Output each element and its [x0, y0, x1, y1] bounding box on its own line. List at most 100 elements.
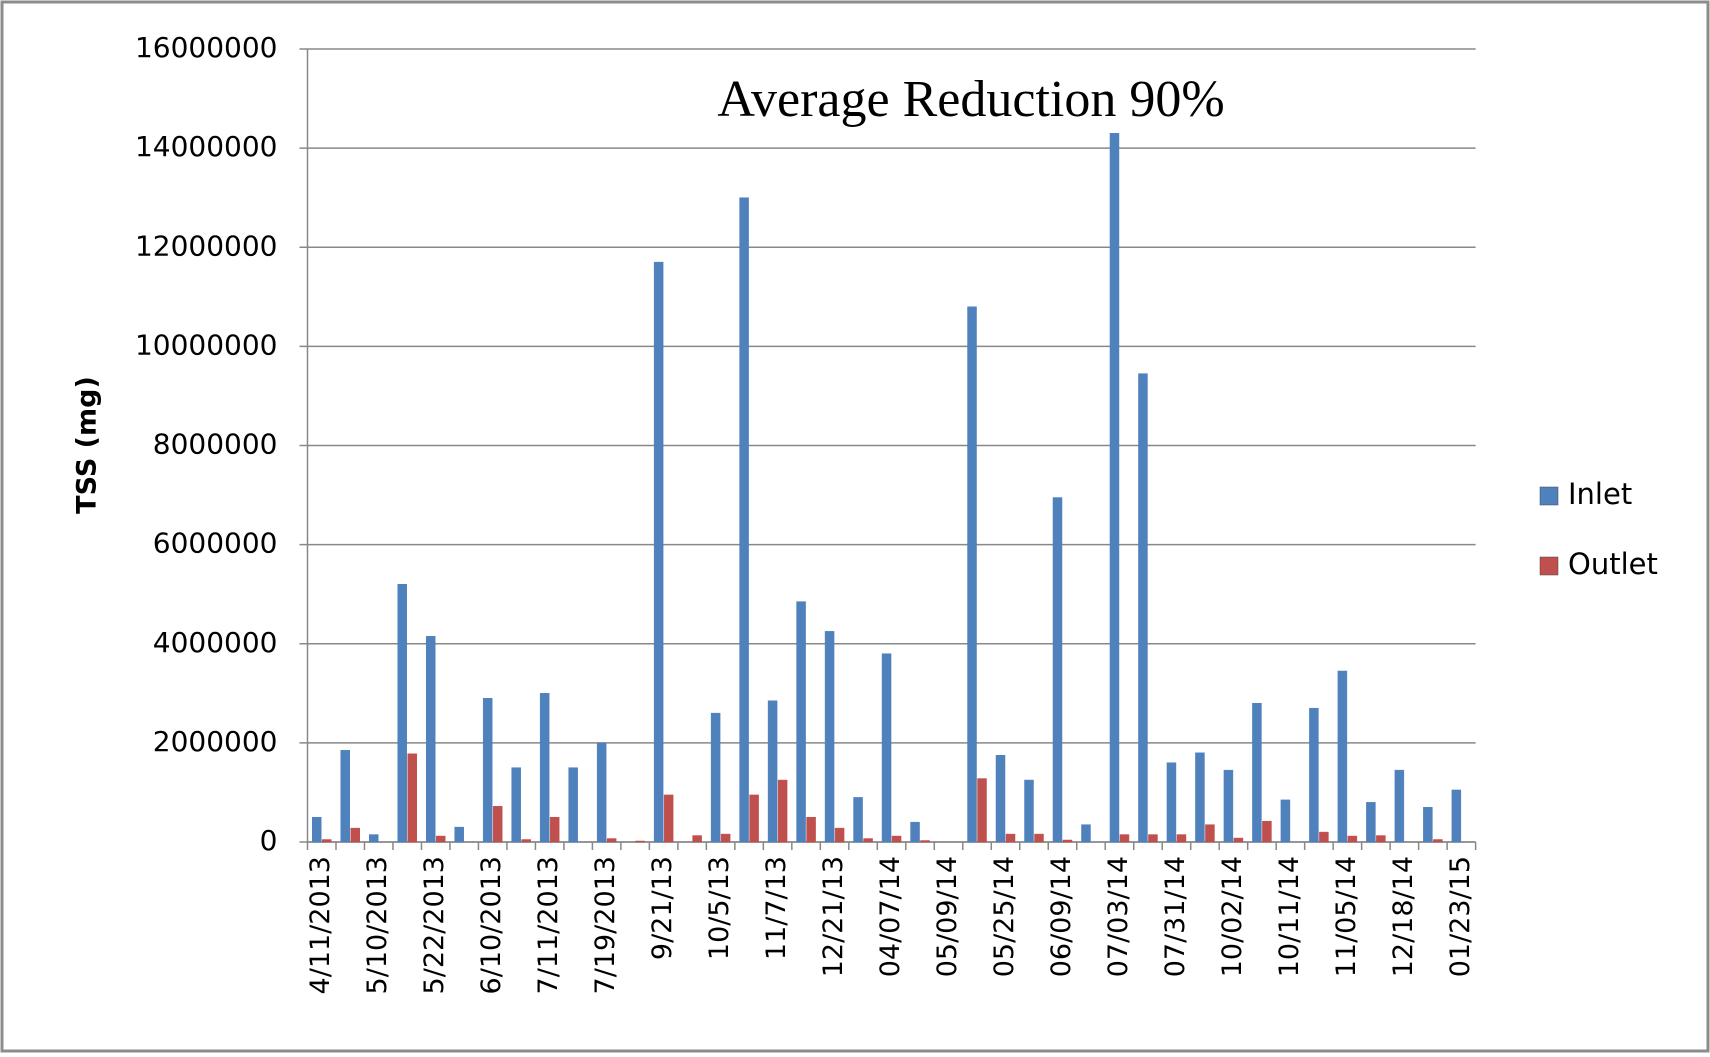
- y-tick-label: 14000000: [135, 130, 278, 163]
- bar: [834, 827, 845, 843]
- y-axis-title: TSS (mg): [72, 376, 103, 514]
- bar: [1205, 824, 1215, 843]
- x-tick-label: 06/09/14: [1046, 856, 1077, 977]
- bar: [967, 306, 977, 843]
- bar: [1347, 835, 1358, 843]
- y-tick-label: 16000000: [135, 31, 278, 64]
- y-tick-label: 0: [260, 824, 278, 857]
- bar: [1337, 670, 1348, 843]
- annotation: Average Reduction 90%: [717, 71, 1224, 128]
- bar: [425, 636, 436, 843]
- bar: [1433, 839, 1443, 843]
- bar: [749, 794, 759, 843]
- x-tick-label: 04/07/14: [875, 856, 906, 977]
- bar: [311, 816, 322, 843]
- y-tick-label: 8000000: [153, 428, 278, 461]
- bar: [692, 835, 702, 843]
- bar: [549, 816, 560, 843]
- y-tick-label: 10000000: [135, 328, 278, 361]
- bar: [881, 653, 892, 843]
- bar: [407, 753, 417, 843]
- bar: [796, 601, 806, 843]
- bar: [1052, 497, 1063, 843]
- bar: [454, 826, 464, 843]
- legend-label: Outlet: [1568, 547, 1658, 581]
- x-tick-label: 9/21/13: [647, 856, 678, 960]
- bar: [321, 839, 332, 843]
- bar: [863, 838, 873, 843]
- bar: [739, 197, 749, 843]
- bar: [1109, 133, 1120, 843]
- x-tick-label: 05/09/14: [932, 856, 963, 977]
- bar: [368, 834, 379, 843]
- x-tick-label: 10/11/14: [1274, 856, 1305, 977]
- bar: [891, 835, 902, 843]
- bar: [1081, 824, 1091, 843]
- bar: [435, 835, 446, 843]
- bar: [1280, 799, 1291, 843]
- bar: [482, 698, 493, 843]
- bar: [1034, 833, 1044, 843]
- bar: [1119, 834, 1130, 843]
- bar: [492, 806, 503, 843]
- x-tick-label: 07/31/14: [1160, 856, 1191, 977]
- x-tick-label: 6/10/2013: [476, 856, 507, 994]
- bar: [920, 840, 930, 843]
- bar: [720, 833, 731, 843]
- y-tick-label: 4000000: [153, 626, 278, 659]
- bar: [1148, 834, 1158, 843]
- bar: [1252, 702, 1262, 843]
- x-tick-label: 7/19/2013: [590, 856, 621, 994]
- x-tick-label: 11/7/13: [761, 856, 792, 960]
- bar: [539, 693, 550, 843]
- bar: [350, 827, 360, 843]
- bar: [806, 816, 816, 843]
- x-tick-label: 01/23/15: [1445, 856, 1476, 977]
- bar: [653, 261, 664, 843]
- bar: [767, 700, 778, 843]
- bar: [1166, 762, 1177, 843]
- x-tick-label: 10/02/14: [1217, 856, 1248, 977]
- bar: [1319, 831, 1329, 843]
- bar: [1195, 752, 1205, 843]
- bar: [1394, 769, 1405, 843]
- bar: [1423, 807, 1433, 843]
- bar: [511, 767, 521, 843]
- bar: [340, 750, 350, 843]
- x-tick-label: 11/05/14: [1331, 856, 1362, 977]
- y-tick-label: 2000000: [153, 725, 278, 758]
- bar: [1176, 834, 1187, 843]
- y-tick-label: 6000000: [153, 527, 278, 560]
- x-tick-label: 12/18/14: [1388, 856, 1419, 977]
- bar: [521, 839, 531, 843]
- bar: [606, 838, 617, 843]
- bar: [977, 778, 987, 843]
- bar: [910, 821, 920, 843]
- bar: [635, 840, 645, 843]
- legend-label: Inlet: [1568, 477, 1632, 511]
- x-tick-label: 07/03/14: [1103, 856, 1134, 977]
- bar: [1309, 707, 1319, 843]
- bar: [824, 631, 835, 843]
- x-tick-label: 12/21/13: [818, 856, 849, 977]
- bar: [853, 797, 863, 843]
- bar: [1376, 835, 1386, 843]
- bar: [777, 779, 788, 843]
- bar: [1138, 373, 1148, 843]
- y-tick-label: 12000000: [135, 229, 278, 262]
- x-tick-label: 5/10/2013: [362, 856, 393, 994]
- x-tick-label: 05/25/14: [989, 856, 1020, 977]
- x-tick-label: 5/22/2013: [419, 856, 450, 994]
- bar: [568, 767, 578, 843]
- bar: [1451, 789, 1462, 843]
- legend-swatch: [1539, 486, 1559, 506]
- x-tick-label: 10/5/13: [704, 856, 735, 960]
- bar: [1366, 802, 1376, 843]
- x-tick-label: 7/11/2013: [533, 856, 564, 994]
- legend-swatch: [1539, 556, 1559, 576]
- bar: [995, 755, 1006, 843]
- bar: [1062, 839, 1073, 843]
- bar: [663, 794, 674, 843]
